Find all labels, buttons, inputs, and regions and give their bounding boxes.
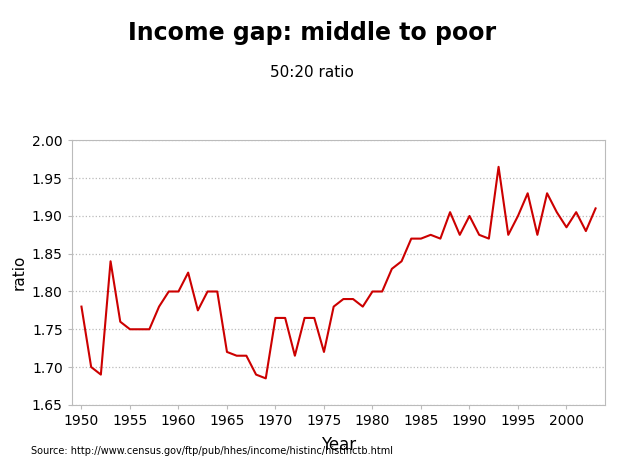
Text: 50:20 ratio: 50:20 ratio: [270, 65, 354, 80]
X-axis label: Year: Year: [321, 436, 356, 454]
Text: Income gap: middle to poor: Income gap: middle to poor: [128, 21, 496, 45]
Text: Source: http://www.census.gov/ftp/pub/hhes/income/histinc/histinctb.html: Source: http://www.census.gov/ftp/pub/hh…: [31, 446, 393, 456]
Y-axis label: ratio: ratio: [11, 255, 26, 290]
